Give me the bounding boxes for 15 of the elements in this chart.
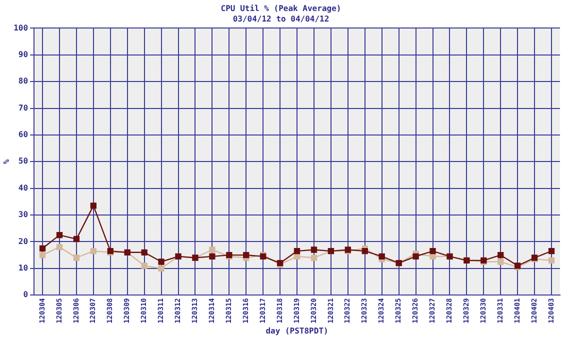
chart-title: CPU Util % (Peak Average) bbox=[220, 4, 342, 13]
y-tick-label: 30 bbox=[18, 210, 28, 220]
y-tick-label: 20 bbox=[18, 236, 28, 246]
y-tick-label: 70 bbox=[18, 103, 28, 112]
x-axis-title: day (PST8PDT) bbox=[266, 326, 328, 336]
y-tick-label: 40 bbox=[18, 183, 28, 192]
y-tick-label: 60 bbox=[18, 130, 28, 140]
y-tick-label: 90 bbox=[18, 50, 28, 59]
y-axis-title: % bbox=[2, 159, 11, 164]
y-tick-label: 100 bbox=[14, 23, 28, 32]
chart-subtitle: 03/04/12 to 04/04/12 bbox=[232, 14, 330, 24]
y-tick-label: 50 bbox=[18, 156, 28, 166]
y-tick-label: 0 bbox=[23, 290, 28, 300]
y-tick-label: 80 bbox=[18, 76, 28, 86]
y-tick-label: 10 bbox=[18, 264, 28, 272]
